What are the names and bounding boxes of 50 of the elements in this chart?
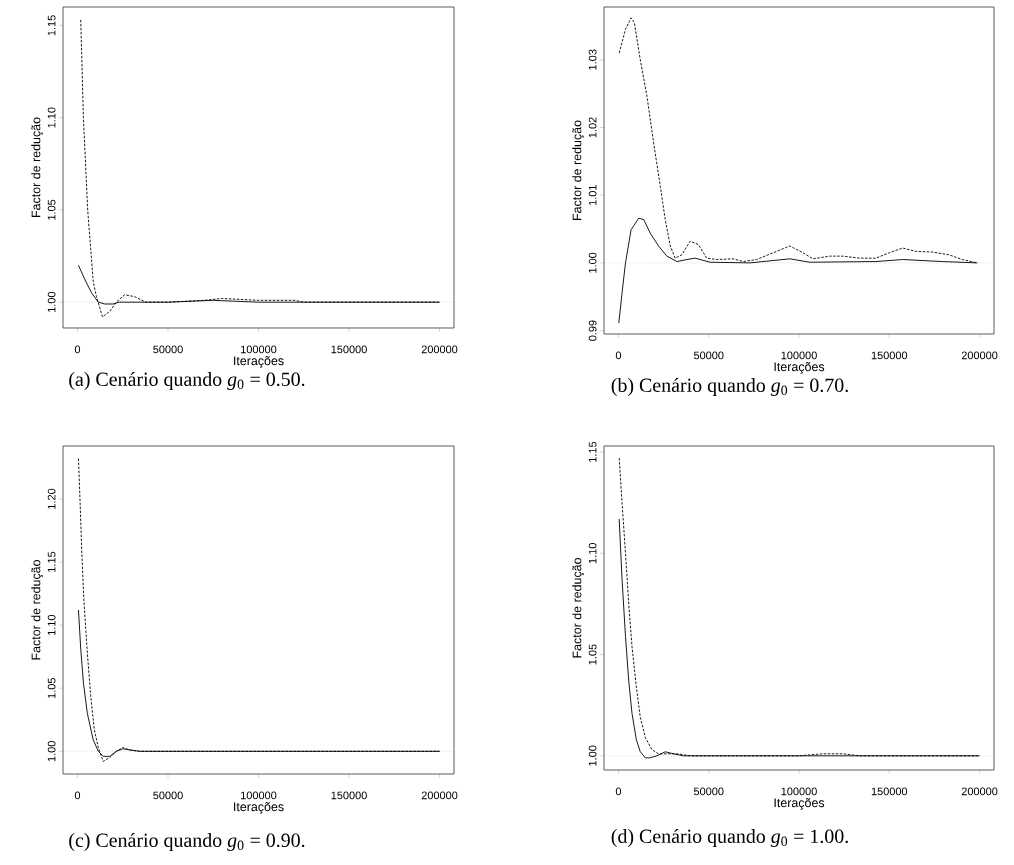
y-tick-label: 1.01: [588, 185, 597, 206]
y-axis-title: Factor de redução: [572, 120, 584, 221]
y-tick-label: 1.00: [588, 745, 597, 766]
x-axis-title: Iterações: [774, 362, 825, 374]
x-tick-label: 200000: [961, 351, 998, 360]
x-tick-label: 150000: [871, 787, 908, 796]
y-tick-label: 1.15: [47, 551, 56, 572]
x-tick-label: 150000: [331, 791, 367, 800]
y-tick-label: 1.02: [588, 117, 597, 138]
text: (c) Cenário quando g$_{0}$ = 0.90.: [69, 832, 305, 852]
x-tick-label: 50000: [693, 351, 724, 360]
x-tick-label: 150000: [871, 351, 908, 360]
y-tick-label: 1.00: [47, 291, 56, 312]
x-tick-label: 0: [74, 345, 81, 354]
y-tick-label: 1.10: [47, 614, 56, 635]
text: (b) Cenário quando g$_{0}$ = 0.70.: [611, 377, 848, 397]
x-tick-label: 200000: [421, 345, 458, 354]
y-tick-label: 1.15: [47, 15, 56, 36]
x-axis-title: Iterações: [234, 802, 284, 814]
y-tick-label: 1.03: [588, 49, 597, 70]
y-tick-label: 1.20: [47, 488, 56, 509]
x-tick-label: 50000: [153, 791, 183, 800]
x-tick-label: 0: [615, 351, 622, 360]
y-tick-label: 1.15: [588, 441, 597, 462]
y-tick-label: 1.05: [588, 644, 597, 665]
y-axis-title: Factor de redução: [31, 560, 43, 660]
y-axis-title: Factor de redução: [31, 117, 43, 218]
x-tick-label: 100000: [781, 787, 817, 796]
x-tick-label: 200000: [961, 787, 998, 796]
x-tick-label: 200000: [421, 791, 458, 800]
y-axis-title: Factor de redução: [572, 558, 584, 658]
x-tick-label: 50000: [693, 787, 724, 796]
x-tick-label: 50000: [153, 345, 183, 354]
text: (a) Cenário quando g$_{0}$ = 0.50.: [69, 371, 305, 391]
x-tick-label: 0: [615, 787, 622, 796]
x-tick-label: 0: [74, 791, 81, 800]
y-tick-label: 1.05: [47, 199, 56, 220]
x-axis-title: Iterações: [234, 356, 284, 368]
y-tick-label: 1.00: [47, 741, 56, 762]
x-tick-label: 100000: [241, 791, 277, 800]
y-tick-label: 1.05: [47, 678, 56, 699]
y-tick-label: 1.10: [47, 107, 56, 128]
x-tick-label: 100000: [781, 351, 817, 360]
y-tick-label: 1.10: [588, 543, 597, 564]
x-tick-label: 100000: [241, 345, 277, 354]
y-tick-label: 0.99: [588, 320, 597, 341]
text: (d) Cenário quando g$_{0}$ = 1.00.: [611, 828, 848, 848]
x-tick-label: 150000: [331, 345, 367, 354]
x-axis-title: Iterações: [774, 798, 825, 810]
y-tick-label: 1.00: [588, 252, 597, 273]
